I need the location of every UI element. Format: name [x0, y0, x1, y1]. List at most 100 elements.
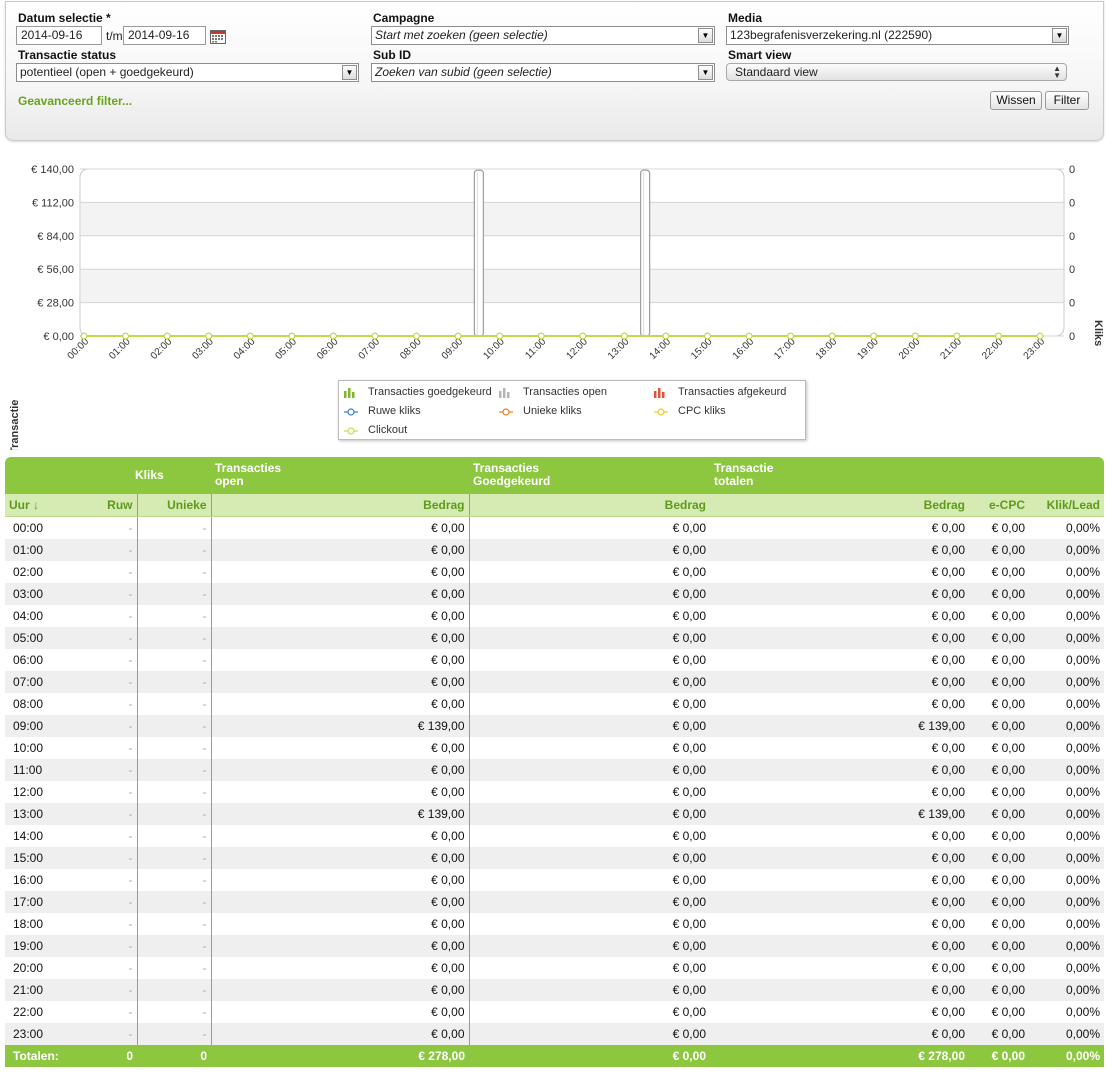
point-clickout[interactable]	[371, 332, 379, 340]
campaign-select[interactable]: Start met zoeken (geen selectie) ▼	[371, 26, 715, 45]
point-clickout[interactable]	[787, 332, 794, 340]
point-clickout[interactable]	[122, 332, 129, 340]
header-col-uur[interactable]: Uur ↓	[5, 494, 69, 517]
point-clickout[interactable]	[537, 332, 545, 340]
col-goed-count-cell: -	[469, 516, 499, 539]
bar-transacties-open[interactable]	[473, 169, 484, 337]
col-unieke-cell: -	[137, 824, 212, 847]
col-ruw-cell: -	[69, 934, 138, 957]
x-tick-label: 17:00	[772, 336, 798, 362]
totals-col-goed-count: 0	[469, 1044, 499, 1067]
col-ruw-cell: -	[69, 802, 138, 825]
date-from-input[interactable]: 2014-09-16	[16, 26, 102, 45]
table-row: 11:00---€ 0,00-€ 0,00-€ 0,00€ 0,000,00%	[5, 758, 1104, 781]
col-unieke-cell: -	[137, 868, 212, 891]
x-tick-label: 12:00	[564, 336, 590, 362]
col-ruw-cell: -	[69, 780, 138, 803]
col-klik-lead-cell: 0,00%	[1029, 846, 1104, 869]
col-klik-lead-cell: 0,00%	[1029, 670, 1104, 693]
col-goed-bedrag-cell: € 0,00	[499, 560, 710, 583]
point-clickout[interactable]	[246, 332, 254, 340]
header-col-open-bedrag: Bedrag	[241, 494, 470, 517]
col-unieke-cell: -	[137, 582, 212, 605]
col-ecpc-cell: € 0,00	[969, 714, 1029, 737]
col-goed-count-cell: -	[469, 604, 499, 627]
point-clickout[interactable]	[205, 332, 212, 340]
col-uur-cell: 08:00	[5, 692, 69, 715]
col-uur-cell: 05:00	[5, 626, 69, 649]
media-select[interactable]: 123begrafenisverzekering.nl (222590) ▼	[726, 26, 1069, 45]
point-clickout[interactable]	[870, 332, 878, 340]
col-open-count-cell: -	[211, 692, 241, 715]
bar-transacties-open[interactable]	[640, 169, 651, 337]
col-klik-lead-cell: 0,00%	[1029, 692, 1104, 715]
point-clickout[interactable]	[1036, 332, 1044, 340]
col-ruw-cell: -	[69, 538, 138, 561]
legend-label: CPC kliks	[678, 405, 726, 417]
point-clickout[interactable]	[662, 332, 670, 340]
point-clickout[interactable]	[288, 332, 296, 340]
y2-tick-label: 0	[1069, 164, 1075, 176]
col-goed-count-cell: -	[469, 626, 499, 649]
point-clickout[interactable]	[330, 332, 337, 340]
filter-button[interactable]: Filter	[1045, 91, 1089, 110]
table-row: 19:00---€ 0,00-€ 0,00-€ 0,00€ 0,000,00%	[5, 934, 1104, 957]
col-tot-count-cell: -	[710, 538, 740, 561]
smart-view-select[interactable]: Standaard view ▲ ▼	[726, 63, 1067, 81]
point-clickout[interactable]	[163, 332, 171, 340]
col-ruw-cell: -	[69, 692, 138, 715]
point-clickout[interactable]	[454, 332, 462, 340]
y-tick-label: € 112,00	[32, 197, 74, 209]
point-clickout[interactable]	[704, 332, 711, 340]
col-unieke-cell: -	[137, 736, 212, 759]
col-open-bedrag-cell: € 0,00	[241, 934, 470, 957]
col-ecpc-cell: € 0,00	[969, 824, 1029, 847]
x-tick-label: 20:00	[897, 336, 923, 362]
point-clickout[interactable]	[828, 332, 836, 340]
point-clickout[interactable]	[579, 332, 587, 340]
col-uur-cell: 15:00	[5, 846, 69, 869]
calendar-icon[interactable]	[210, 30, 226, 44]
col-goed-bedrag-cell: € 0,00	[499, 868, 710, 891]
col-open-count-cell: -	[211, 824, 241, 847]
col-uur-cell: 00:00	[5, 516, 69, 539]
point-clickout[interactable]	[953, 332, 961, 340]
x-tick-label: 21:00	[939, 336, 965, 362]
bar-chart-icon	[344, 388, 355, 398]
col-ruw-cell: -	[69, 1022, 138, 1045]
table-row: 03:00---€ 0,00-€ 0,00-€ 0,00€ 0,000,00%	[5, 582, 1104, 605]
col-goed-count-cell: -	[469, 890, 499, 913]
col-goed-count-cell: -	[469, 582, 499, 605]
legend-label: Ruwe kliks	[368, 405, 421, 417]
advanced-filter-link[interactable]: Geavanceerd filter...	[18, 94, 133, 108]
x-tick-label: 02:00	[149, 336, 175, 362]
point-clickout[interactable]	[912, 332, 919, 340]
col-open-count-cell: -	[211, 626, 241, 649]
col-tot-count-cell: -	[710, 560, 740, 583]
point-clickout[interactable]	[413, 332, 420, 340]
transaction-status-select[interactable]: potentieel (open + goedgekeurd) ▼	[16, 63, 359, 82]
chart-legend: Transacties goedgekeurd Transacties open T…	[338, 380, 806, 440]
header-col-klik-lead: Klik/Lead	[1029, 494, 1104, 517]
subid-select[interactable]: Zoeken van subid (geen selectie) ▼	[371, 63, 715, 82]
col-unieke-cell: -	[137, 538, 212, 561]
col-tot-bedrag-cell: € 0,00	[740, 560, 969, 583]
col-goed-bedrag-cell: € 0,00	[499, 956, 710, 979]
point-clickout[interactable]	[496, 332, 503, 340]
col-ecpc-cell: € 0,00	[969, 736, 1029, 759]
stats-table-container: Kliks Transacties open Transacties Goedg…	[5, 457, 1104, 1067]
col-ruw-cell: -	[69, 868, 138, 891]
col-ecpc-cell: € 0,00	[969, 648, 1029, 671]
point-clickout[interactable]	[80, 332, 88, 340]
table-row: 13:00--1€ 139,00-€ 0,001€ 139,00€ 0,000,…	[5, 802, 1104, 825]
clear-button[interactable]: Wissen	[990, 91, 1042, 110]
table-row: 18:00---€ 0,00-€ 0,00-€ 0,00€ 0,000,00%	[5, 912, 1104, 935]
point-clickout[interactable]	[745, 332, 753, 340]
col-tot-count-cell: -	[710, 912, 740, 935]
point-clickout[interactable]	[995, 332, 1002, 340]
col-klik-lead-cell: 0,00%	[1029, 1000, 1104, 1023]
subid-label: Sub ID	[373, 48, 411, 62]
date-to-input[interactable]: 2014-09-16	[123, 26, 206, 45]
point-clickout[interactable]	[621, 332, 628, 340]
header-col-goed-bedrag: Bedrag	[499, 494, 710, 517]
